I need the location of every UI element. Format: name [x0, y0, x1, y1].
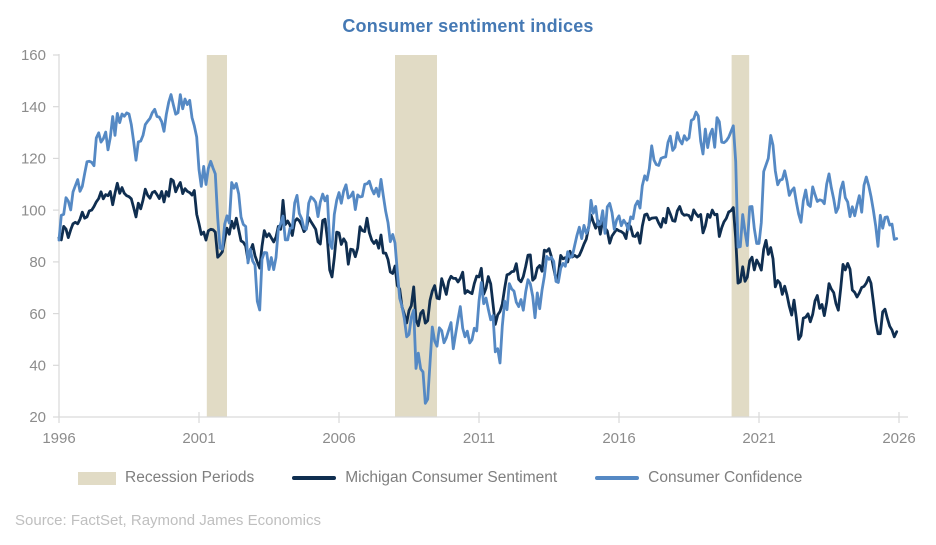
y-tick-label: 80 — [29, 254, 46, 271]
y-tick-label: 120 — [21, 151, 46, 168]
y-tick-label: 20 — [29, 409, 46, 426]
y-tick-label: 100 — [21, 202, 46, 219]
x-tick-label: 2006 — [322, 430, 355, 447]
y-tick-label: 40 — [29, 358, 46, 375]
x-tick-label: 2001 — [182, 430, 215, 447]
legend-label-recession-periods: Recession Periods — [125, 469, 255, 486]
consumer-confidence-line — [57, 93, 899, 405]
source-note: Source: FactSet, Raymond James Economics — [15, 512, 321, 529]
michigan-sentiment-line — [57, 177, 899, 341]
legend: Recession Periods Michigan Consumer Sent… — [78, 469, 802, 487]
y-tick-label: 140 — [21, 99, 46, 116]
michigan-line-swatch — [292, 476, 337, 480]
y-tick-label: 160 — [21, 47, 46, 64]
x-tick-label: 2021 — [742, 430, 775, 447]
legend-item-consumer-confidence: Consumer Confidence — [595, 469, 802, 487]
recession-band-swatch — [78, 471, 116, 485]
confidence-line-swatch — [595, 476, 640, 480]
sentiment-chart-canvas: 20 40 60 80 100 120 140 160 1996 2001 2006 2011 2016… — [21, 47, 916, 447]
y-tick-label: 60 — [29, 306, 46, 323]
x-tick-label: 1996 — [42, 430, 75, 447]
legend-label-michigan-sentiment: Michigan Consumer Sentiment — [345, 469, 558, 486]
x-tick-label: 2011 — [463, 430, 495, 447]
legend-item-michigan-sentiment: Michigan Consumer Sentiment — [292, 469, 557, 487]
chart-title: Consumer sentiment indices — [342, 16, 594, 36]
legend-item-recession-periods: Recession Periods — [78, 469, 254, 487]
x-tick-label: 2026 — [882, 430, 915, 447]
legend-label-consumer-confidence: Consumer Confidence — [648, 469, 803, 486]
x-tick-label: 2016 — [602, 430, 635, 447]
